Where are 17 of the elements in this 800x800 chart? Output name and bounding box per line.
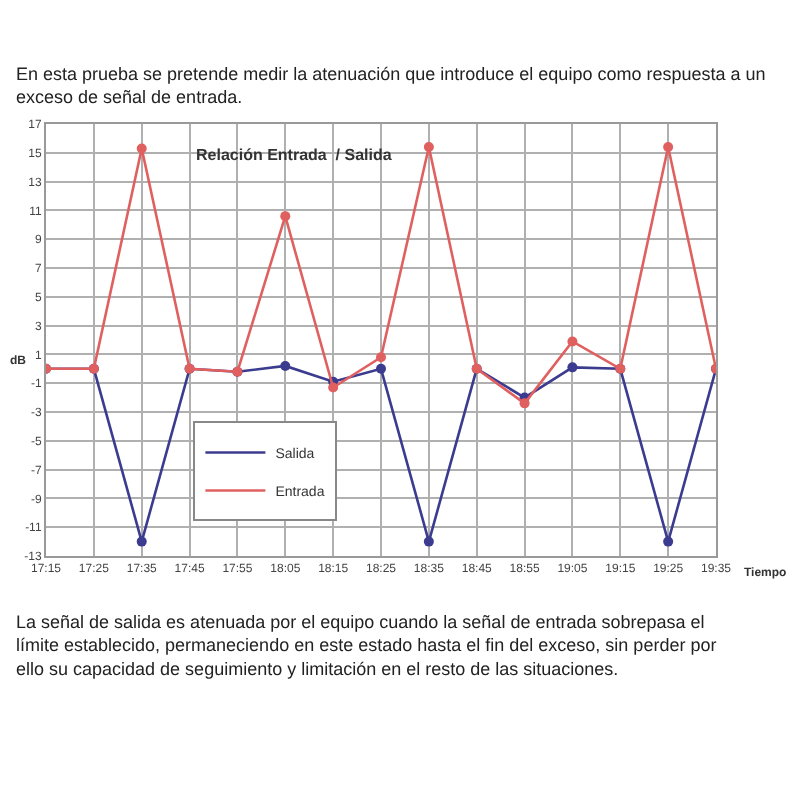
point [663,142,674,153]
point [376,352,386,363]
point [567,362,578,373]
point [376,363,386,374]
text: Relación Entrada / Salida [196,146,393,164]
point [136,143,147,154]
chart-subtitle: En esta prueba se pretende medir la atenuación que introduce el equipo como respuesta a un exceso de señal de entrada. [16,64,766,108]
point [663,536,674,547]
point [280,360,291,371]
point [519,398,530,409]
point [423,536,434,547]
point [567,336,578,347]
point [328,382,339,393]
point [136,536,147,547]
point [280,211,291,222]
point [423,142,434,153]
text: La señal de salida es atenuada por el equipo cuando la señal de entrada sobrepasa el límite establecido, permaneciendo en este estado hasta el fin del exceso, sin perder por ello su capacidad de seguimiento y limitación en el resto de las situaciones. [16,612,717,679]
